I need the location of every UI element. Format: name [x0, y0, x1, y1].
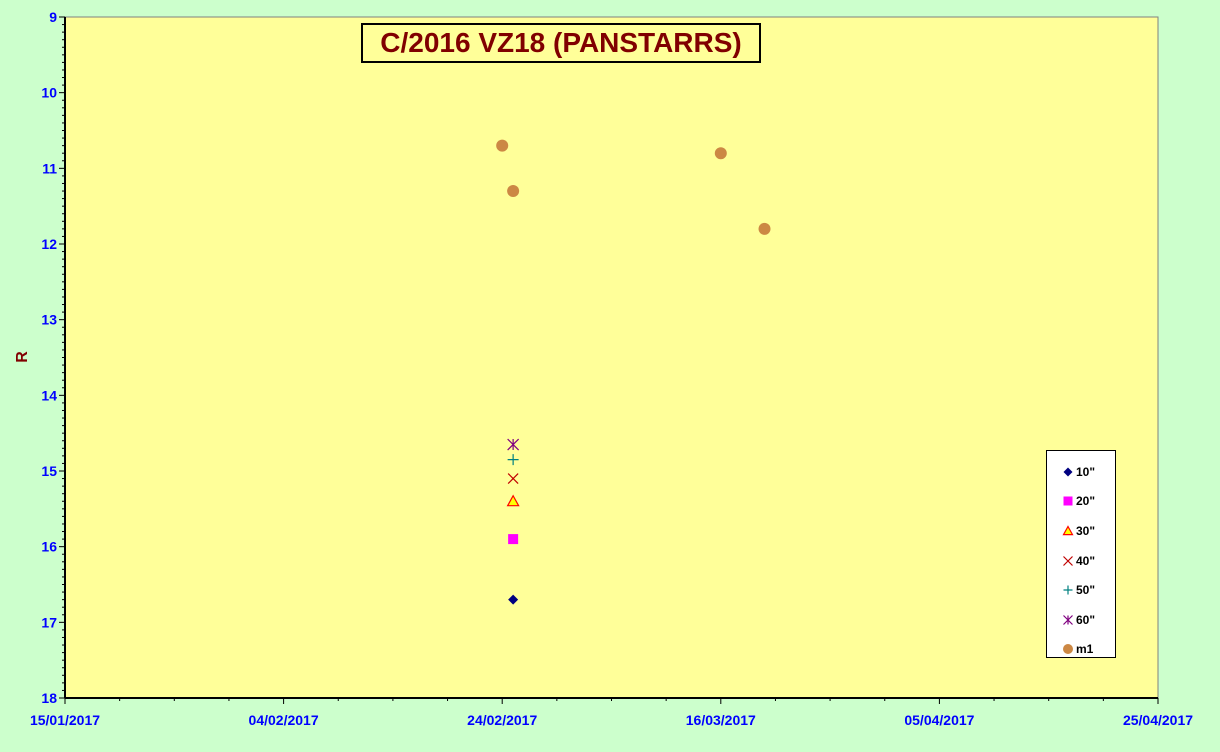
y-tick-label: 10 [41, 85, 57, 101]
legend: 10" 20" 30" 40" 50" 60" m1 [1046, 450, 1116, 658]
legend-label: 60" [1076, 612, 1096, 627]
x-tick-label: 25/04/2017 [1123, 712, 1193, 728]
y-tick-label: 9 [49, 9, 57, 25]
legend-marker [1063, 555, 1073, 566]
legend-entry: 40" [1061, 546, 1115, 576]
tick-labels: 9 10 11 12 13 14 15 16 17 18 15/01/2017 04/02/2017 2… [30, 9, 1193, 728]
legend-entry: 20" [1061, 487, 1115, 517]
data-point-series-7 [758, 222, 771, 235]
legend-label: 30" [1076, 523, 1096, 538]
data-marks [496, 139, 771, 605]
legend-marker [1063, 644, 1073, 655]
legend-marker [1063, 467, 1073, 477]
y-tick-label: 18 [41, 690, 57, 706]
legend-entry: 50" [1061, 575, 1115, 605]
x-tick-label: 15/01/2017 [30, 712, 100, 728]
legend-marker [1062, 525, 1074, 536]
legend-marker-icon [1063, 644, 1073, 655]
data-point-series-4 [507, 473, 519, 484]
legend-marker-icon [1063, 467, 1073, 477]
data-point-series-3 [506, 494, 520, 507]
legend-marker-icon [1062, 525, 1074, 536]
y-tick-label: 11 [42, 160, 57, 176]
legend-entry: m1 [1061, 635, 1115, 665]
data-point-series-5 [507, 454, 519, 466]
axes [59, 16, 1159, 704]
x-tick-label: 05/04/2017 [904, 712, 974, 728]
legend-entry: 30" [1061, 516, 1115, 546]
y-tick-label: 14 [41, 387, 57, 403]
x-tick-label: 24/02/2017 [467, 712, 537, 728]
legend-label: m1 [1076, 642, 1094, 657]
plot-area [64, 16, 1159, 699]
legend-marker-icon [1063, 585, 1073, 595]
y-tick-label: 15 [41, 463, 57, 479]
data-point-series-7 [714, 147, 727, 160]
y-tick-label: 13 [41, 312, 57, 328]
legend-label: 50" [1076, 583, 1096, 598]
legend-entry: 10" [1061, 457, 1115, 487]
x-tick-label: 16/03/2017 [686, 712, 756, 728]
y-tick-label: 17 [41, 614, 57, 630]
data-point-series-2 [508, 534, 519, 545]
legend-label: 20" [1076, 494, 1096, 509]
data-point-series-7 [496, 139, 509, 152]
data-point-series-7 [507, 185, 520, 198]
data-point-series-6 [507, 438, 520, 451]
legend-entry: 60" [1061, 605, 1115, 635]
legend-label: 40" [1076, 553, 1096, 568]
legend-label: 10" [1076, 464, 1096, 479]
legend-marker [1063, 614, 1073, 625]
legend-marker-icon [1063, 555, 1073, 566]
y-axis-title: R [14, 351, 31, 363]
x-tick-label: 04/02/2017 [249, 712, 319, 728]
legend-marker [1063, 585, 1073, 595]
y-tick-label: 16 [41, 539, 57, 555]
data-point-series-1 [508, 594, 519, 605]
y-tick-label: 12 [41, 236, 57, 252]
chart-title: C/2016 VZ18 (PANSTARRS) [361, 23, 761, 63]
legend-marker [1063, 496, 1073, 506]
legend-marker-icon [1063, 496, 1073, 506]
legend-marker-icon [1063, 614, 1073, 625]
